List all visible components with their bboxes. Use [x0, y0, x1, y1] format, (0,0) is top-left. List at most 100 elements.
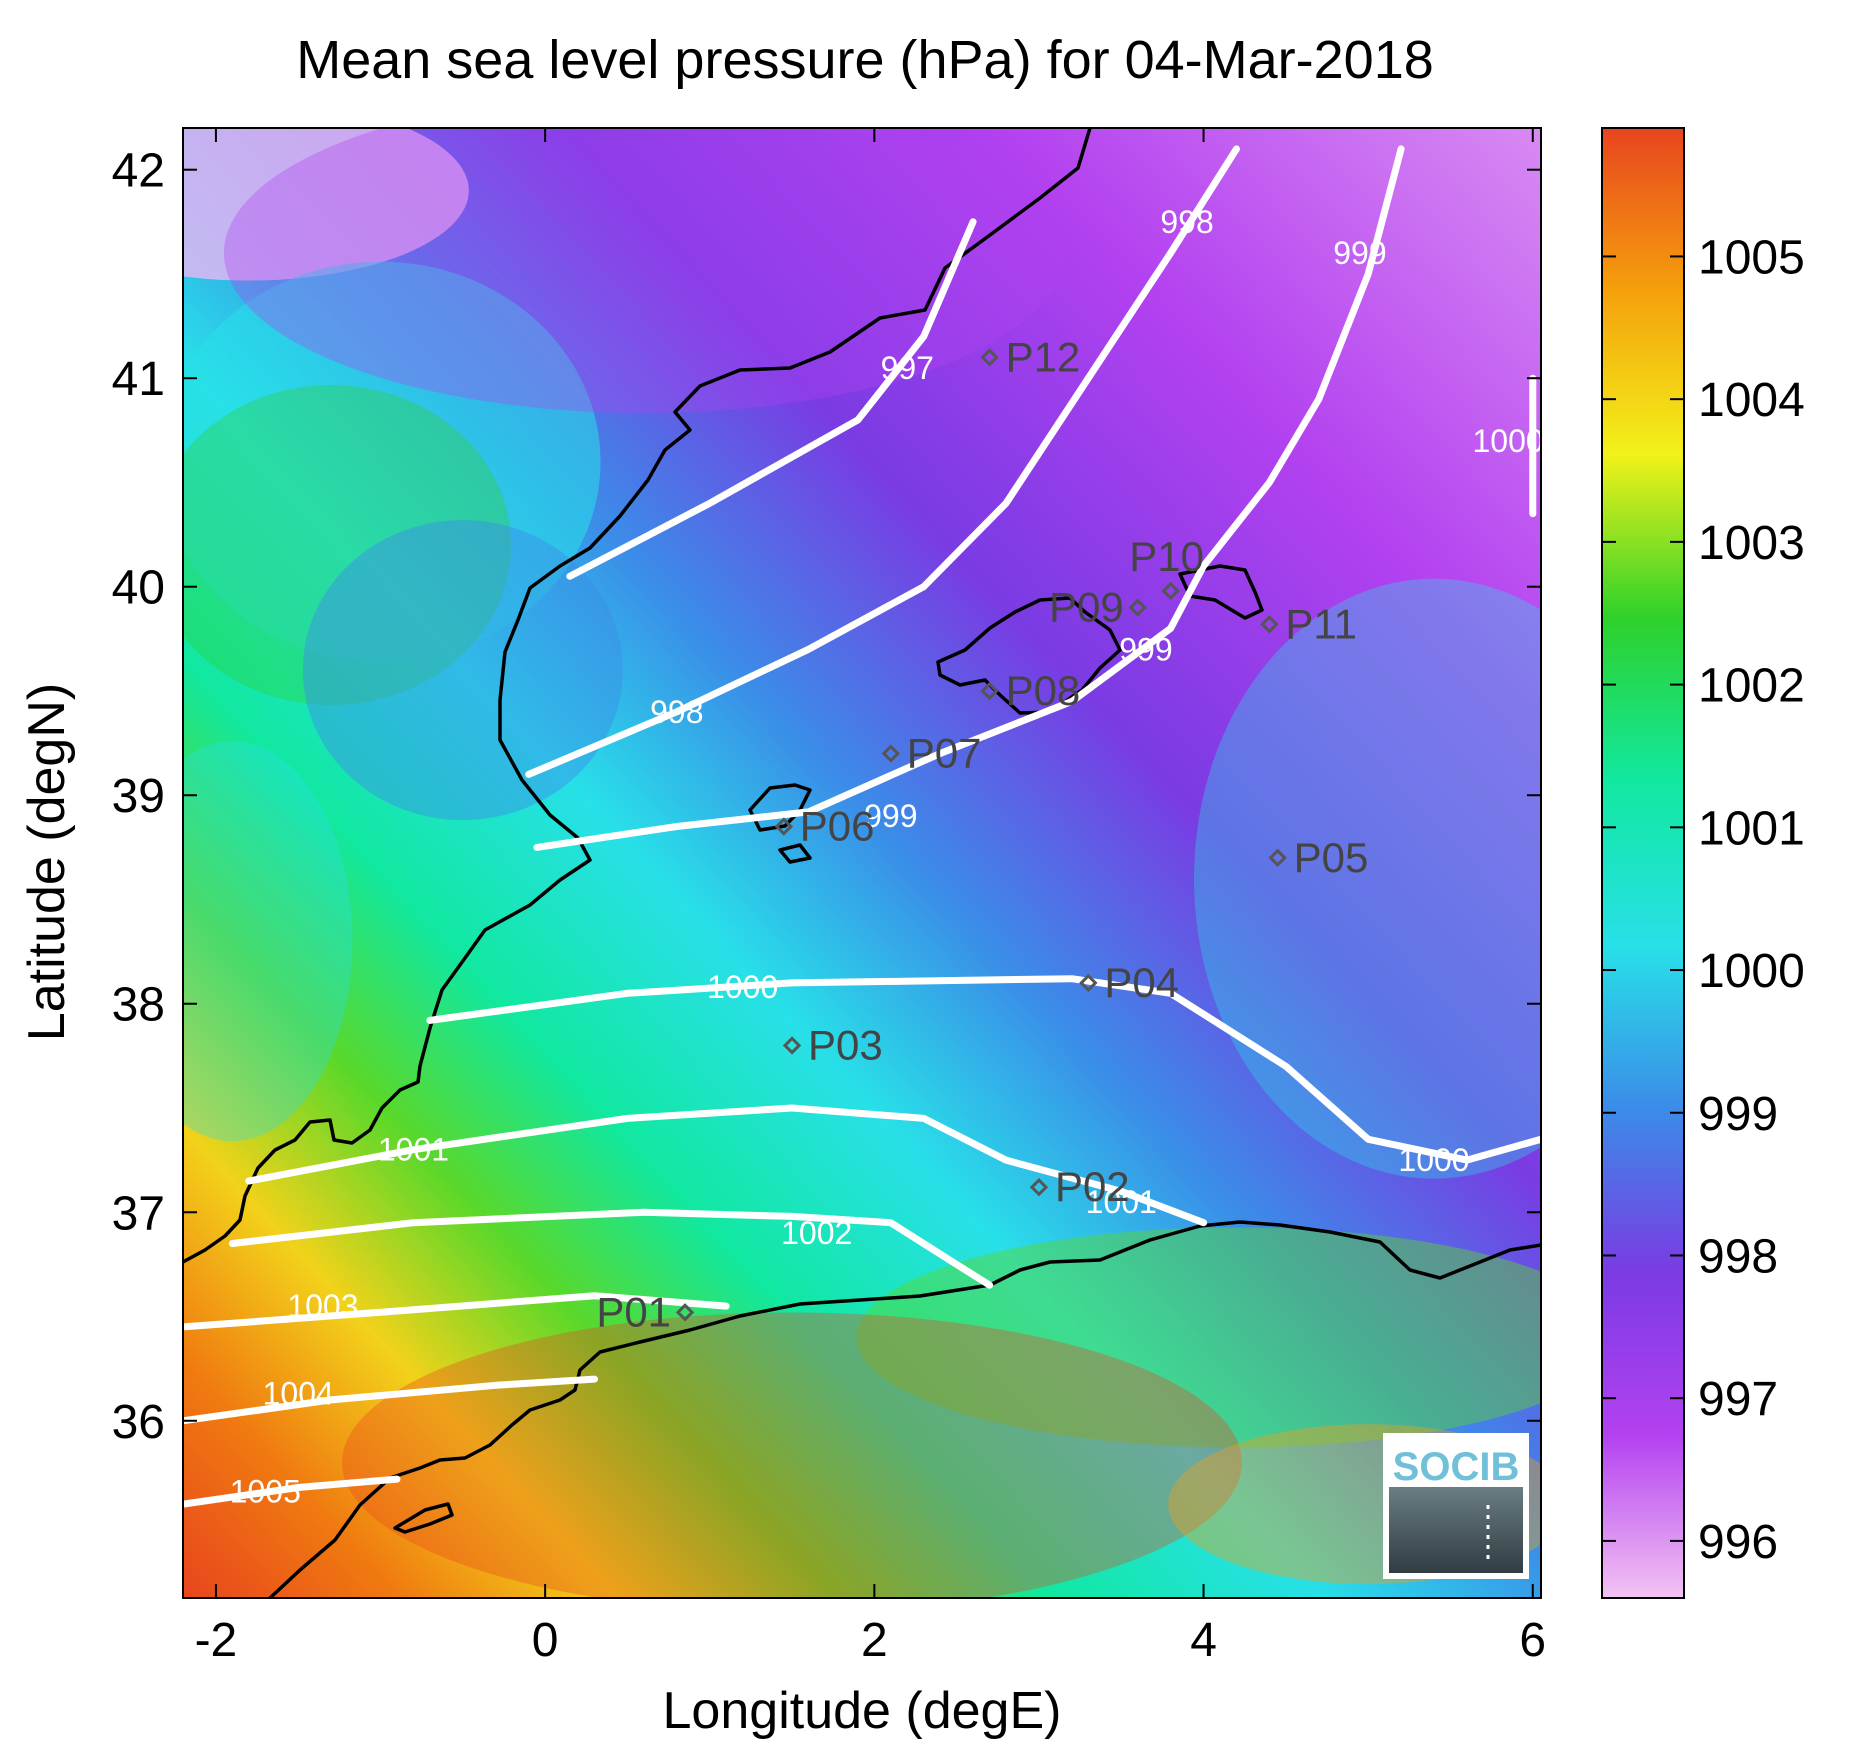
plot-frame [182, 127, 1542, 1599]
field-patch-6 [856, 1227, 1541, 1448]
contour-label-999-4: 999 [1119, 631, 1172, 667]
contour-line-1004-13 [183, 1375, 598, 1425]
colorbar-tick-label: 998 [1698, 1230, 1778, 1283]
station-marker-p09 [1128, 598, 1147, 617]
field-patch-2 [183, 385, 512, 705]
field-patch-9 [1194, 578, 1541, 1179]
x-tick-label: 2 [861, 1614, 888, 1667]
y-axis-label: Latitude (degN) [18, 683, 76, 1041]
coastline-alboran [393, 1502, 454, 1534]
station-marker-p07 [881, 744, 900, 763]
station-label-p07: P07 [907, 730, 982, 777]
station-marker-p06 [774, 817, 794, 836]
socib-logo: SOCIB [1383, 1433, 1529, 1579]
socib-logo-text: SOCIB [1393, 1445, 1520, 1489]
field-patch-7 [342, 1312, 1242, 1598]
contour-line-998-1 [525, 145, 1240, 778]
y-axis-ticks: 36 37 38 39 40 41 42 [112, 145, 1541, 1449]
chart-title: Mean sea level pressure (hPa) for 04-Mar… [296, 30, 1434, 90]
colorbar-bar [1601, 127, 1685, 1599]
colorbar-tick-label: 1002 [1698, 660, 1805, 713]
contour-line-1001-9 [245, 1104, 1208, 1227]
station-marker-p02 [1029, 1178, 1049, 1197]
colorbar: 996 997 998 999 1000 1001 1002 1003 1004 1005 [1601, 127, 1805, 1599]
y-tick-label: 41 [112, 353, 165, 406]
colorbar-tick-label: 996 [1698, 1516, 1778, 1569]
y-tick-label: 39 [112, 770, 165, 823]
colorbar-tick-label: 1000 [1698, 945, 1805, 998]
coastline-menorca [1178, 564, 1264, 620]
colorbar-tick-label: 997 [1698, 1373, 1778, 1426]
contour-line-1000-6 [426, 975, 1541, 1164]
station-label-p01: P01 [596, 1288, 671, 1335]
station-marker-p10 [1161, 581, 1180, 601]
contour-label-997-0: 997 [881, 350, 934, 386]
x-tick-label: 6 [1519, 1614, 1546, 1667]
contour-line-999-3 [533, 145, 1405, 851]
station-label-p04: P04 [1104, 959, 1179, 1006]
contour-label-999-5: 999 [1333, 235, 1386, 271]
x-axis-label: Longitude (degE) [663, 1682, 1062, 1740]
contour-label-1000-6: 1000 [707, 969, 778, 1005]
contour-label-999-3: 999 [864, 798, 917, 834]
y-tick-label: 37 [112, 1187, 165, 1240]
station-label-p06: P06 [800, 803, 875, 850]
x-tick-label: 4 [1190, 1614, 1217, 1667]
y-tick-label: 36 [112, 1396, 165, 1449]
contour-label-1001-10: 1001 [1086, 1184, 1157, 1220]
field-patch-3 [302, 520, 623, 821]
coastline-layer [183, 128, 1541, 1598]
station-marker-p05 [1268, 848, 1287, 867]
x-tick-label: 0 [532, 1614, 559, 1667]
field-patch-4 [183, 741, 353, 1142]
contour-layer: 997 998 998 999 999 999 1000 1000 1000 1001 1001 10… [183, 145, 1543, 1510]
station-label-p11: P11 [1285, 600, 1357, 647]
contour-line-1003-12 [183, 1292, 730, 1331]
contour-label-1000-7: 1000 [1398, 1142, 1469, 1178]
station-label-p12: P12 [1006, 333, 1081, 380]
colorbar-tick-label: 1005 [1698, 231, 1805, 284]
contour-line-997-0 [566, 218, 977, 580]
plot-area: 997 998 998 999 999 999 1000 1000 1000 1001 1001 10… [183, 128, 1543, 1598]
coastline-formentera [778, 843, 812, 864]
station-label-p05: P05 [1294, 834, 1369, 881]
station-marker-p01 [675, 1303, 695, 1322]
field-patch-1 [183, 261, 601, 662]
contour-label-998-2: 998 [1160, 204, 1213, 240]
contour-label-1003-12: 1003 [287, 1288, 358, 1324]
x-axis-ticks: -2 0 2 4 6 [195, 128, 1546, 1667]
station-label-p03: P03 [808, 1021, 883, 1068]
y-tick-label: 42 [112, 145, 165, 198]
contour-label-1004-13: 1004 [263, 1376, 334, 1412]
colorbar-tick-label: 1004 [1698, 374, 1805, 427]
contour-line-1002-11 [228, 1208, 994, 1289]
station-marker-p08 [980, 681, 999, 701]
coastline-iberia [183, 128, 1092, 1264]
field-patch-5 [224, 128, 1064, 414]
contour-label-1005-14: 1005 [230, 1474, 301, 1510]
contour-label-1000-8: 1000 [1472, 423, 1543, 459]
field-patch-0 [183, 128, 469, 281]
station-marker-p12 [980, 348, 999, 367]
colorbar-tick-label: 999 [1698, 1088, 1778, 1141]
station-label-p02: P02 [1055, 1163, 1130, 1210]
station-marker-p03 [782, 1036, 802, 1055]
y-tick-label: 38 [112, 979, 165, 1032]
contour-line-1005-14 [183, 1475, 401, 1508]
coastline-ibiza [748, 783, 812, 832]
field-overlays [183, 128, 1541, 1598]
station-label-p08: P08 [1006, 667, 1081, 714]
station-label-p10: P10 [1129, 533, 1204, 580]
coastline-north-africa [268, 1220, 1541, 1598]
x-tick-label: -2 [195, 1614, 238, 1667]
colorbar-ticks: 996 997 998 999 1000 1001 1002 1003 1004 1005 [1602, 231, 1805, 1569]
station-label-p09: P09 [1049, 584, 1124, 631]
station-marker-p04 [1079, 973, 1098, 993]
station-marker-p11 [1260, 615, 1279, 634]
contour-label-1001-9: 1001 [378, 1132, 449, 1168]
colorbar-tick-label: 1003 [1698, 517, 1805, 570]
colorbar-tick-label: 1001 [1698, 802, 1805, 855]
coastline-mallorca [936, 596, 1122, 715]
